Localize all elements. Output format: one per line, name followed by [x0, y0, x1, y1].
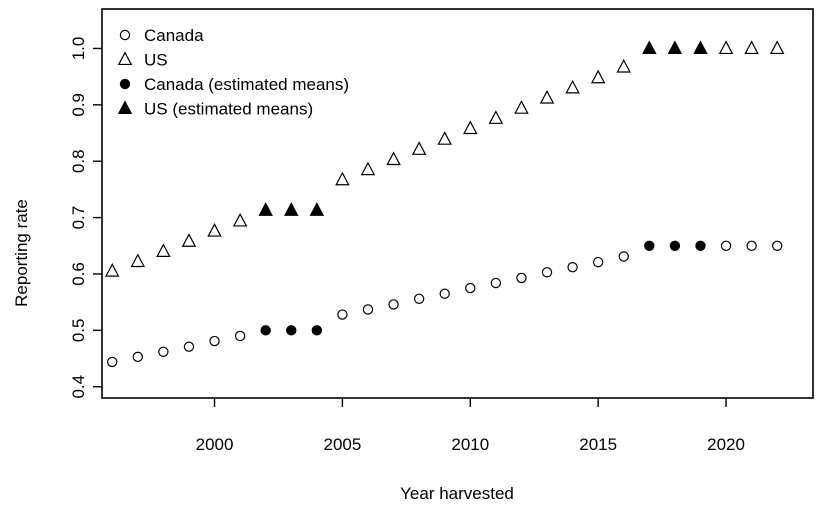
- canada-point: [490, 277, 502, 289]
- canada-point: [439, 288, 450, 299]
- x-tick-label: 2015: [579, 435, 617, 454]
- legend-marker-3: [119, 78, 131, 90]
- us-point: [718, 40, 734, 55]
- plot-frame: [101, 8, 814, 399]
- us-point: [463, 120, 478, 135]
- legend-label: Canada (estimated means): [144, 75, 349, 94]
- us-point: [360, 161, 376, 176]
- legend-marker-2: [117, 51, 133, 66]
- us-estimated-means-point: [667, 40, 683, 55]
- us-point: [156, 243, 171, 257]
- legend-marker-4: [117, 100, 133, 115]
- canada-point: [362, 304, 374, 315]
- us-point: [335, 171, 350, 186]
- x-tick-label: 2010: [451, 435, 489, 454]
- canada-point: [465, 282, 476, 294]
- us-estimated-means-point: [642, 40, 657, 55]
- legend-label: Canada: [144, 26, 204, 45]
- us-point: [386, 151, 401, 166]
- x-axis-title: Year harvested: [400, 484, 514, 503]
- y-axis: 0.4 0.5 0.6 0.7 0.8 0.9 1.0: [69, 37, 102, 399]
- canada-point: [516, 272, 527, 284]
- y-tick-label: 0.6: [69, 262, 88, 286]
- x-tick-label: 2020: [707, 435, 745, 454]
- us-point: [207, 223, 222, 237]
- canada-estimated-means-point: [669, 240, 681, 251]
- us-point: [744, 40, 759, 55]
- canada-estimated-means-point: [286, 325, 297, 336]
- y-tick-label: 1.0: [69, 37, 88, 61]
- y-tick-label: 0.7: [69, 206, 88, 230]
- y-tick-label: 0.5: [69, 319, 88, 343]
- us-estimated-means-point: [284, 202, 299, 216]
- us-estimated-means-point: [309, 202, 325, 216]
- us-point: [590, 69, 606, 84]
- us-point: [769, 40, 785, 55]
- us-point: [437, 131, 452, 145]
- canada-point: [158, 346, 169, 357]
- canada-point: [618, 251, 629, 262]
- canada-point: [720, 240, 732, 251]
- canada-estimated-means-point: [311, 325, 323, 336]
- canada-estimated-means-point: [695, 240, 706, 251]
- us-point: [181, 233, 197, 247]
- us-point: [565, 79, 580, 94]
- y-tick-label: 0.9: [69, 93, 88, 117]
- canada-point: [541, 267, 553, 278]
- legend-label: US: [144, 51, 168, 70]
- us-point: [232, 212, 248, 227]
- canada-point: [771, 240, 783, 251]
- canada-point: [337, 309, 348, 320]
- canada-point: [746, 240, 757, 251]
- x-axis: 2000 2005 2010 2015 2020: [196, 398, 745, 454]
- y-axis-title: Reporting rate: [12, 199, 31, 307]
- canada-point: [107, 356, 118, 368]
- canada-point: [234, 330, 246, 342]
- x-tick-label: 2005: [323, 435, 361, 454]
- us-point: [488, 110, 504, 124]
- canada-point: [183, 341, 195, 352]
- canada-point: [132, 351, 144, 363]
- us-point: [539, 89, 555, 104]
- us-estimated-means-point: [693, 40, 708, 55]
- canada-point: [567, 262, 578, 273]
- us-estimated-means-point: [258, 202, 273, 216]
- legend: Canada US Canada (estimated means) US (esti…: [117, 26, 349, 119]
- canada-estimated-means-point: [260, 325, 271, 336]
- canada-point: [209, 335, 220, 347]
- x-tick-label: 2000: [196, 435, 234, 454]
- canada-point: [413, 293, 425, 304]
- y-tick-label: 0.8: [69, 149, 88, 173]
- canada-point: [592, 256, 604, 268]
- data-points: [104, 40, 785, 368]
- legend-label: US (estimated means): [144, 100, 313, 119]
- y-tick-label: 0.4: [69, 375, 88, 399]
- canada-point: [388, 299, 399, 310]
- us-point: [130, 253, 146, 268]
- legend-marker-1: [119, 29, 131, 41]
- us-point: [514, 100, 529, 114]
- us-point: [616, 58, 631, 73]
- us-point: [411, 141, 427, 155]
- us-point: [104, 263, 120, 277]
- canada-estimated-means-point: [644, 240, 655, 251]
